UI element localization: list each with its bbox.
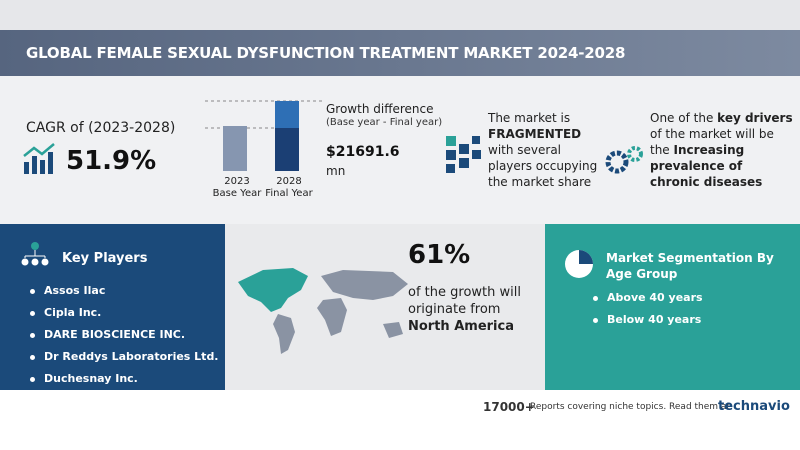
players-title: Key Players [62, 251, 148, 266]
region-text: of the growth will originate from North … [408, 284, 528, 335]
list-item: Dr Reddys Laboratories Ltd. [30, 350, 219, 363]
text: of the growth will originate from [408, 285, 521, 317]
brand: technavio [718, 399, 790, 414]
base-label: 2023 Base Year [212, 176, 262, 200]
list-item: Assos Ilac [30, 284, 219, 297]
list-item: Below 40 years [593, 313, 703, 326]
title: GLOBAL FEMALE SEXUAL DYSFUNCTION TREATME… [26, 44, 626, 62]
year-label: Final Year [265, 188, 313, 199]
list-item: Cipla Inc. [30, 306, 219, 319]
top-strip [0, 0, 800, 30]
cagr-label: CAGR of (2023-2028) [26, 120, 176, 136]
text: with several players occupying the marke… [488, 143, 598, 189]
emphasis: FRAGMENTED [488, 127, 582, 141]
list-item: DARE BIOSCIENCE INC. [30, 328, 219, 341]
fragment-icon [446, 136, 481, 173]
players-icon [21, 242, 49, 266]
region-share: 61% [408, 240, 471, 270]
list-item: Duchesnay Inc. [30, 372, 219, 385]
segmentation-list: Above 40 years Below 40 years [593, 291, 703, 335]
segmentation-title: Market Segmentation By Age Group [606, 251, 774, 281]
text: One of the [650, 111, 714, 125]
gears-icon [605, 146, 643, 174]
summary-row: CAGR of (2023-2028) 51.9% 2023 Base Year … [0, 76, 800, 224]
fragmented-text: The market is FRAGMENTED with several pl… [488, 110, 603, 190]
world-map [238, 268, 408, 354]
text: of the market will be the [650, 127, 774, 157]
text: The market is [488, 111, 571, 125]
segmentation-panel: Market Segmentation By Age Group Above 4… [545, 224, 800, 390]
players-list: Assos Ilac Cipla Inc. DARE BIOSCIENCE INC.… [30, 284, 219, 394]
driver: Increasing prevalence of chronic disease… [650, 143, 763, 189]
cagr-value: 51.9% [66, 146, 157, 176]
footer-count: 17000+ [483, 400, 535, 414]
region-name: North America [408, 319, 514, 334]
region-panel: 61% of the growth will originate from No… [225, 224, 545, 390]
year: 2023 [224, 176, 250, 187]
growth-subtitle: (Base year - Final year) [326, 117, 443, 128]
list-item: Above 40 years [593, 291, 703, 304]
final-label: 2028 Final Year [264, 176, 314, 200]
year: 2028 [276, 176, 302, 187]
players-panel: Key Players Assos Ilac Cipla Inc. DARE BIO… [0, 224, 225, 390]
emphasis: key drivers [717, 111, 793, 125]
growth-unit: mn [326, 164, 346, 178]
growth-icon [23, 143, 55, 174]
bar-graphic [205, 100, 325, 171]
growth-title: Growth difference [326, 102, 434, 116]
year-label: Base Year [212, 188, 262, 199]
title-band: GLOBAL FEMALE SEXUAL DYSFUNCTION TREATME… [0, 30, 800, 76]
footer-text: Reports covering niche topics. Read them… [530, 402, 730, 412]
pie-icon [565, 250, 593, 278]
growth-value: $21691.6 [326, 144, 400, 160]
drivers-text: One of the key drivers of the market wil… [650, 110, 795, 190]
